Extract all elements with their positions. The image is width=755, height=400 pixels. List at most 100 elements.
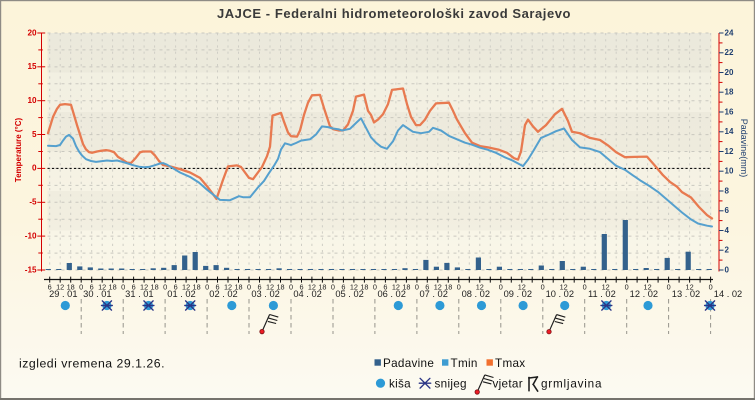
- svg-text:JAJCE - Federalni hidrometeoro: JAJCE - Federalni hidrometeorološki zavo…: [217, 6, 571, 21]
- svg-text:16: 16: [725, 107, 734, 116]
- svg-text:Tmin: Tmin: [451, 357, 478, 370]
- svg-text:03 . 02: 03 . 02: [251, 289, 279, 299]
- svg-text:0: 0: [625, 282, 629, 291]
- svg-text:0: 0: [541, 282, 545, 291]
- svg-text:0: 0: [583, 282, 587, 291]
- svg-text:29 . 01: 29 . 01: [49, 289, 77, 299]
- svg-text:22: 22: [725, 48, 734, 57]
- svg-text:0: 0: [457, 282, 461, 291]
- svg-text:18: 18: [360, 282, 368, 291]
- svg-text:5: 5: [32, 130, 37, 139]
- svg-text:20: 20: [27, 28, 37, 37]
- svg-text:05 . 02: 05 . 02: [335, 289, 363, 299]
- svg-text:12: 12: [392, 282, 400, 291]
- svg-text:01 . 02: 01 . 02: [167, 289, 195, 299]
- svg-text:0: 0: [247, 282, 251, 291]
- svg-text:6: 6: [48, 282, 52, 291]
- svg-text:12: 12: [644, 282, 652, 291]
- svg-text:0: 0: [331, 282, 335, 291]
- svg-text:Padavine(mm): Padavine(mm): [739, 119, 749, 178]
- svg-text:-10: -10: [25, 231, 37, 240]
- svg-text:-15: -15: [25, 265, 37, 274]
- svg-text:0: 0: [79, 282, 83, 291]
- svg-text:0: 0: [32, 164, 37, 173]
- svg-text:18: 18: [318, 282, 326, 291]
- svg-text:24: 24: [725, 28, 734, 37]
- svg-text:grmljavina: grmljavina: [541, 378, 602, 391]
- svg-text:12: 12: [350, 282, 358, 291]
- svg-text:8: 8: [725, 186, 730, 195]
- svg-text:14 . 02: 14 . 02: [714, 289, 742, 299]
- svg-text:0: 0: [499, 282, 503, 291]
- svg-text:12: 12: [476, 282, 484, 291]
- svg-text:12 . 02: 12 . 02: [630, 289, 658, 299]
- svg-text:izgledi vremena 29.1.26.: izgledi vremena 29.1.26.: [19, 357, 165, 371]
- svg-text:0: 0: [725, 265, 730, 274]
- svg-text:04 . 02: 04 . 02: [293, 289, 321, 299]
- svg-text:Padavine: Padavine: [383, 357, 434, 370]
- svg-text:12: 12: [434, 282, 442, 291]
- svg-text:15: 15: [27, 62, 37, 71]
- svg-text:snijeg: snijeg: [435, 378, 467, 391]
- svg-text:6: 6: [174, 282, 178, 291]
- svg-text:12: 12: [56, 282, 64, 291]
- svg-text:12: 12: [518, 282, 526, 291]
- svg-text:18: 18: [725, 88, 734, 97]
- svg-text:Tmax: Tmax: [495, 357, 525, 370]
- svg-text:kiša: kiša: [389, 378, 411, 391]
- svg-text:6: 6: [425, 282, 429, 291]
- svg-text:Temperature (°C): Temperature (°C): [14, 117, 23, 182]
- svg-text:12: 12: [560, 282, 568, 291]
- svg-text:4: 4: [725, 226, 730, 235]
- svg-text:07 . 02: 07 . 02: [419, 289, 447, 299]
- svg-text:13 . 02: 13 . 02: [672, 289, 700, 299]
- svg-text:0: 0: [163, 282, 167, 291]
- svg-text:6: 6: [341, 282, 345, 291]
- svg-text:-5: -5: [29, 198, 37, 207]
- svg-text:31 . 01: 31 . 01: [125, 289, 153, 299]
- svg-text:6: 6: [215, 282, 219, 291]
- svg-text:18: 18: [151, 282, 159, 291]
- svg-text:30 . 01: 30 . 01: [83, 289, 111, 299]
- svg-text:0: 0: [667, 282, 671, 291]
- svg-text:0: 0: [415, 282, 419, 291]
- svg-text:6: 6: [257, 282, 261, 291]
- svg-text:0: 0: [709, 282, 713, 291]
- svg-text:0: 0: [205, 282, 209, 291]
- svg-text:09 . 02: 09 . 02: [504, 289, 532, 299]
- svg-text:2: 2: [725, 246, 730, 255]
- svg-text:0: 0: [289, 282, 293, 291]
- svg-text:0: 0: [373, 282, 377, 291]
- svg-text:12: 12: [602, 282, 610, 291]
- svg-text:18: 18: [109, 282, 117, 291]
- svg-text:12: 12: [686, 282, 694, 291]
- svg-text:0: 0: [121, 282, 125, 291]
- svg-text:18: 18: [444, 282, 452, 291]
- svg-text:10 . 02: 10 . 02: [546, 289, 574, 299]
- svg-text:12: 12: [725, 147, 734, 156]
- svg-text:18: 18: [67, 282, 75, 291]
- svg-text:18: 18: [234, 282, 242, 291]
- svg-text:18: 18: [402, 282, 410, 291]
- svg-text:11 . 02: 11 . 02: [588, 289, 616, 299]
- svg-text:6: 6: [383, 282, 387, 291]
- svg-text:6: 6: [90, 282, 94, 291]
- svg-text:vjetar: vjetar: [493, 378, 523, 391]
- svg-text:10: 10: [725, 167, 734, 176]
- svg-text:10: 10: [27, 96, 37, 105]
- svg-text:14: 14: [725, 127, 734, 136]
- svg-text:12: 12: [224, 282, 232, 291]
- svg-text:18: 18: [193, 282, 201, 291]
- svg-text:12: 12: [182, 282, 190, 291]
- svg-text:08 . 02: 08 . 02: [462, 289, 490, 299]
- svg-text:6: 6: [299, 282, 303, 291]
- svg-text:06 . 02: 06 . 02: [377, 289, 405, 299]
- svg-text:02 . 02: 02 . 02: [209, 289, 237, 299]
- svg-text:12: 12: [140, 282, 148, 291]
- svg-text:12: 12: [98, 282, 106, 291]
- svg-text:12: 12: [308, 282, 316, 291]
- svg-text:6: 6: [725, 206, 730, 215]
- svg-text:12: 12: [266, 282, 274, 291]
- svg-text:18: 18: [276, 282, 284, 291]
- svg-text:20: 20: [725, 68, 734, 77]
